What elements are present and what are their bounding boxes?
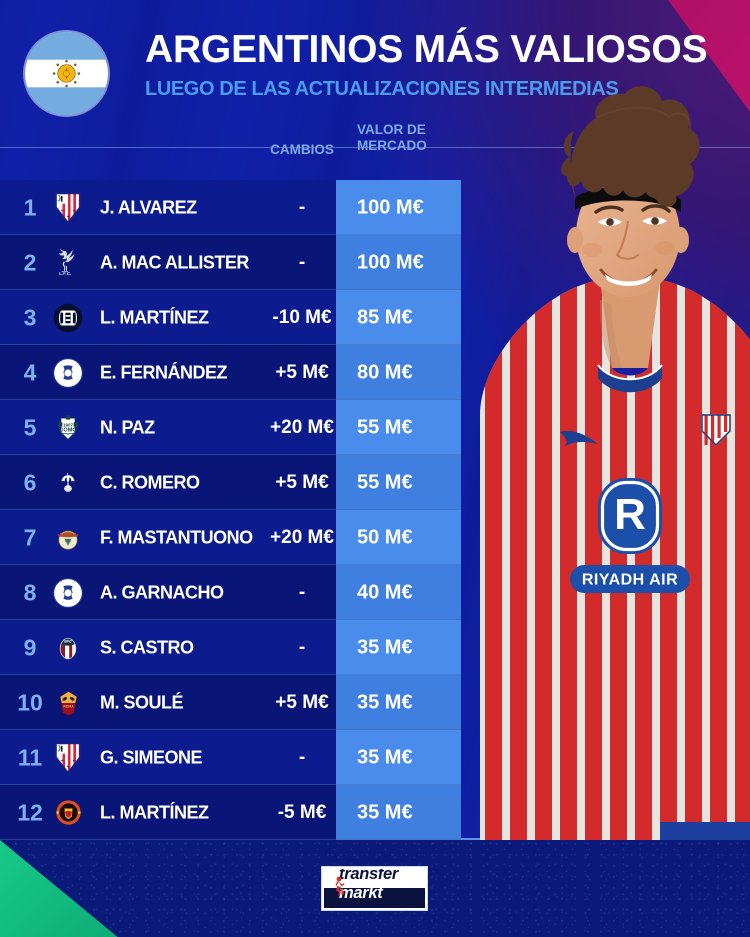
svg-text:ROMA: ROMA	[63, 704, 74, 708]
svg-text:R: R	[614, 490, 646, 539]
svg-text:L.F.C.: L.F.C.	[59, 270, 71, 275]
svg-text:COMO: COMO	[59, 427, 77, 433]
svg-text:BFC: BFC	[64, 639, 72, 643]
svg-text:RIYADH AIR: RIYADH AIR	[582, 572, 678, 589]
svg-text:RM: RM	[65, 539, 71, 543]
